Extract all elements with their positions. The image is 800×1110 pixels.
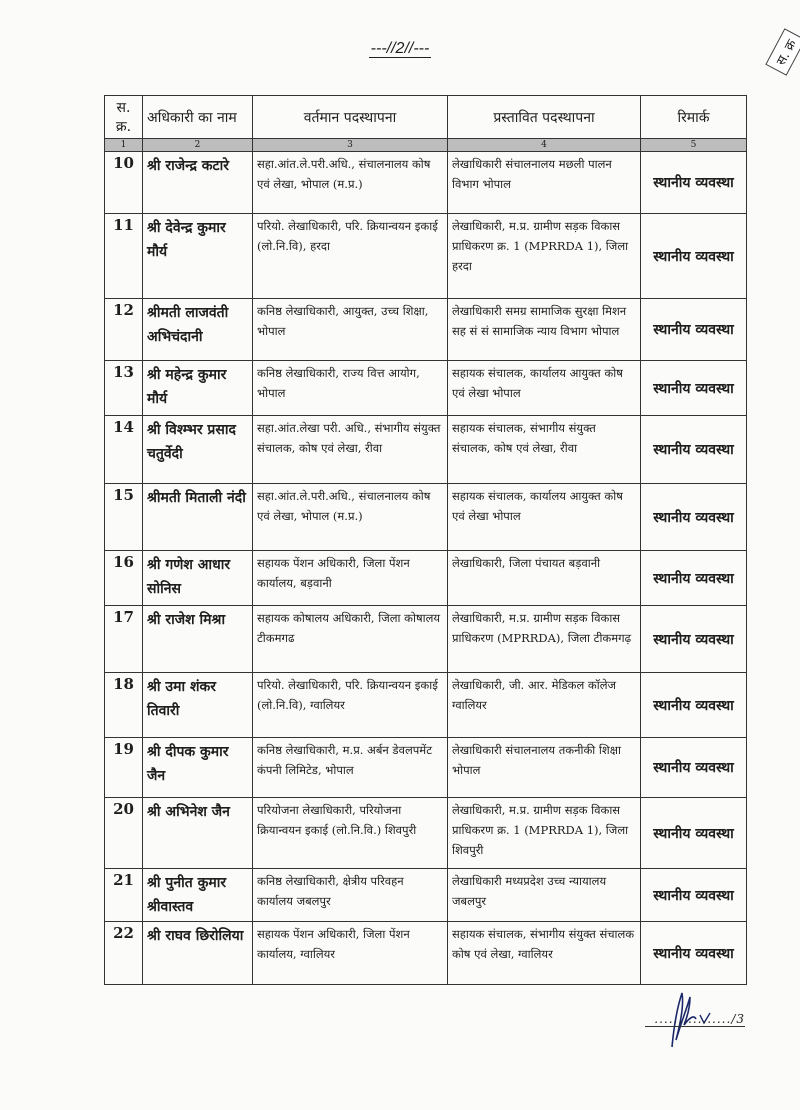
serial-number: 13 xyxy=(104,360,143,416)
header-proposed-posting: प्रस्तावित पदस्थापना xyxy=(447,95,641,139)
serial-number: 15 xyxy=(104,483,143,551)
current-posting: परियो. लेखाधिकारी, परि. क्रियान्वयन इकाई… xyxy=(252,213,448,299)
remark: स्थानीय व्यवस्था xyxy=(640,360,747,416)
table-row: 21 श्री पुनीत कुमार श्रीवास्तव कनिष्ठ लेखा… xyxy=(104,868,747,922)
proposed-posting: लेखाधिकारी संचालनालय तकनीकी शिक्षा भोपाल xyxy=(447,737,641,798)
officer-name: श्रीमती मिताली नंदी xyxy=(142,483,253,551)
header-remark: रिमार्क xyxy=(640,95,747,139)
proposed-posting: लेखाधिकारी, म.प्र. ग्रामीण सड़क विकास प्… xyxy=(447,797,641,869)
column-number: 3 xyxy=(252,138,448,152)
proposed-posting: लेखाधिकारी, जी. आर. मेडिकल कॉलेज ग्वालिय… xyxy=(447,672,641,738)
serial-number: 19 xyxy=(104,737,143,798)
proposed-posting: सहायक संचालक, कार्यालय आयुक्त कोष एवं ले… xyxy=(447,483,641,551)
remark: स्थानीय व्यवस्था xyxy=(640,672,747,738)
column-number: 4 xyxy=(447,138,641,152)
proposed-posting: लेखाधिकारी समग्र सामाजिक सुरक्षा मिशन सह… xyxy=(447,298,641,361)
officer-name: श्री उमा शंकर तिवारी xyxy=(142,672,253,738)
serial-number: 18 xyxy=(104,672,143,738)
remark: स्थानीय व्यवस्था xyxy=(640,151,747,214)
officer-name: श्री महेन्द्र कुमार मौर्य xyxy=(142,360,253,416)
officer-name: श्री दीपक कुमार जैन xyxy=(142,737,253,798)
current-posting: परियोजना लेखाधिकारी, परियोजना क्रियान्वय… xyxy=(252,797,448,869)
serial-number: 11 xyxy=(104,213,143,299)
remark: स्थानीय व्यवस्था xyxy=(640,737,747,798)
remark: स्थानीय व्यवस्था xyxy=(640,298,747,361)
column-number: 1 xyxy=(104,138,143,152)
serial-number: 17 xyxy=(104,605,143,673)
officer-name: श्री गणेश आधार सोनिस xyxy=(142,550,253,606)
officer-name: श्री देवेन्द्र कुमार मौर्य xyxy=(142,213,253,299)
current-posting: सहायक कोषालय अधिकारी, जिला कोषालय टीकमगढ xyxy=(252,605,448,673)
officer-transfer-table: स. क्र. अधिकारी का नाम वर्तमान पदस्थापना… xyxy=(104,95,747,985)
proposed-posting: लेखाधिकारी मध्यप्रदेश उच्च न्यायालय जबलप… xyxy=(447,868,641,922)
table-row: 22 श्री राघव छिरोलिया सहायक पेंशन अधिकारी,… xyxy=(104,921,747,985)
current-posting: कनिष्ठ लेखाधिकारी, राज्य वित्त आयोग, भोप… xyxy=(252,360,448,416)
header-officer-name: अधिकारी का नाम xyxy=(142,95,253,139)
table-row: 14 श्री विश्म्भर प्रसाद चतुर्वेदी सहा.आंत.… xyxy=(104,415,747,484)
proposed-posting: लेखाधिकारी संचालनालय मछली पालन विभाग भोप… xyxy=(447,151,641,214)
remark: स्थानीय व्यवस्था xyxy=(640,868,747,922)
table-row: 17 श्री राजेश मिश्रा सहायक कोषालय अधिकारी,… xyxy=(104,605,747,673)
current-posting: कनिष्ठ लेखाधिकारी, आयुक्त, उच्च शिक्षा, … xyxy=(252,298,448,361)
current-posting: कनिष्ठ लेखाधिकारी, क्षेत्रीय परिवहन कार्… xyxy=(252,868,448,922)
table-row: 15 श्रीमती मिताली नंदी सहा.आंत.ले.परी.अधि.… xyxy=(104,483,747,551)
serial-number: 21 xyxy=(104,868,143,922)
header-row: स. क्र. अधिकारी का नाम वर्तमान पदस्थापना… xyxy=(104,95,747,139)
officer-name: श्री राजेश मिश्रा xyxy=(142,605,253,673)
current-posting: सहा.आंत.लेखा परी. अधि., संभागीय संयुक्त … xyxy=(252,415,448,484)
column-number: 5 xyxy=(640,138,747,152)
column-number-row: 1 2 3 4 5 xyxy=(104,138,747,152)
remark: स्थानीय व्यवस्था xyxy=(640,921,747,985)
serial-number: 16 xyxy=(104,550,143,606)
officer-name: श्री राघव छिरोलिया xyxy=(142,921,253,985)
current-posting: सहायक पेंशन अधिकारी, जिला पेंशन कार्यालय… xyxy=(252,550,448,606)
remark: स्थानीय व्यवस्था xyxy=(640,550,747,606)
serial-number: 10 xyxy=(104,151,143,214)
table-row: 20 श्री अभिनेश जैन परियोजना लेखाधिकारी, पर… xyxy=(104,797,747,869)
table-row: 11 श्री देवेन्द्र कुमार मौर्य परियो. लेखाध… xyxy=(104,213,747,299)
officer-name: श्री विश्म्भर प्रसाद चतुर्वेदी xyxy=(142,415,253,484)
page-marker-text: ---//2//--- xyxy=(368,40,432,58)
table-row: 12 श्रीमती लाजवंती अभिचंदानी कनिष्ठ लेखाधि… xyxy=(104,298,747,361)
serial-number: 20 xyxy=(104,797,143,869)
remark: स्थानीय व्यवस्था xyxy=(640,797,747,869)
proposed-posting: लेखाधिकारी, म.प्र. ग्रामीण सड़क विकास प्… xyxy=(447,605,641,673)
proposed-posting: सहायक संचालक, संभागीय संयुक्त संचालक, को… xyxy=(447,415,641,484)
table-row: 18 श्री उमा शंकर तिवारी परियो. लेखाधिकारी,… xyxy=(104,672,747,738)
current-posting: सहा.आंत.ले.परी.अधि., संचालनालय कोष एवं ल… xyxy=(252,151,448,214)
table-row: 10 श्री राजेन्द्र कटारे सहा.आंत.ले.परी.अधि… xyxy=(104,151,747,214)
serial-number: 12 xyxy=(104,298,143,361)
serial-number: 14 xyxy=(104,415,143,484)
current-posting: परियो. लेखाधिकारी, परि. क्रियान्वयन इकाई… xyxy=(252,672,448,738)
current-posting: कनिष्ठ लेखाधिकारी, म.प्र. अर्बन डेवलपमें… xyxy=(252,737,448,798)
remark: स्थानीय व्यवस्था xyxy=(640,483,747,551)
officer-name: श्रीमती लाजवंती अभिचंदानी xyxy=(142,298,253,361)
serial-number: 22 xyxy=(104,921,143,985)
corner-stamp: स. क्र xyxy=(765,28,800,76)
table-row: 19 श्री दीपक कुमार जैन कनिष्ठ लेखाधिकारी, … xyxy=(104,737,747,798)
current-posting: सहायक पेंशन अधिकारी, जिला पेंशन कार्यालय… xyxy=(252,921,448,985)
officer-name: श्री पुनीत कुमार श्रीवास्तव xyxy=(142,868,253,922)
officer-name: श्री राजेन्द्र कटारे xyxy=(142,151,253,214)
remark: स्थानीय व्यवस्था xyxy=(640,605,747,673)
page-footer: ................/3 xyxy=(645,1012,745,1027)
table-row: 13 श्री महेन्द्र कुमार मौर्य कनिष्ठ लेखाधि… xyxy=(104,360,747,416)
header-serial: स. क्र. xyxy=(104,95,143,139)
page-marker: ---//2//--- xyxy=(0,40,800,58)
column-number: 2 xyxy=(142,138,253,152)
current-posting: सहा.आंत.ले.परी.अधि., संचालनालय कोष एवं ल… xyxy=(252,483,448,551)
header-current-posting: वर्तमान पदस्थापना xyxy=(252,95,448,139)
remark: स्थानीय व्यवस्था xyxy=(640,213,747,299)
proposed-posting: लेखाधिकारी, जिला पंचायत बड़वानी xyxy=(447,550,641,606)
proposed-posting: सहायक संचालक, संभागीय संयुक्त संचालक कोष… xyxy=(447,921,641,985)
signature xyxy=(671,992,711,1048)
proposed-posting: सहायक संचालक, कार्यालय आयुक्त कोष एवं ले… xyxy=(447,360,641,416)
table-row: 16 श्री गणेश आधार सोनिस सहायक पेंशन अधिकार… xyxy=(104,550,747,606)
remark: स्थानीय व्यवस्था xyxy=(640,415,747,484)
proposed-posting: लेखाधिकारी, म.प्र. ग्रामीण सड़क विकास प्… xyxy=(447,213,641,299)
officer-name: श्री अभिनेश जैन xyxy=(142,797,253,869)
